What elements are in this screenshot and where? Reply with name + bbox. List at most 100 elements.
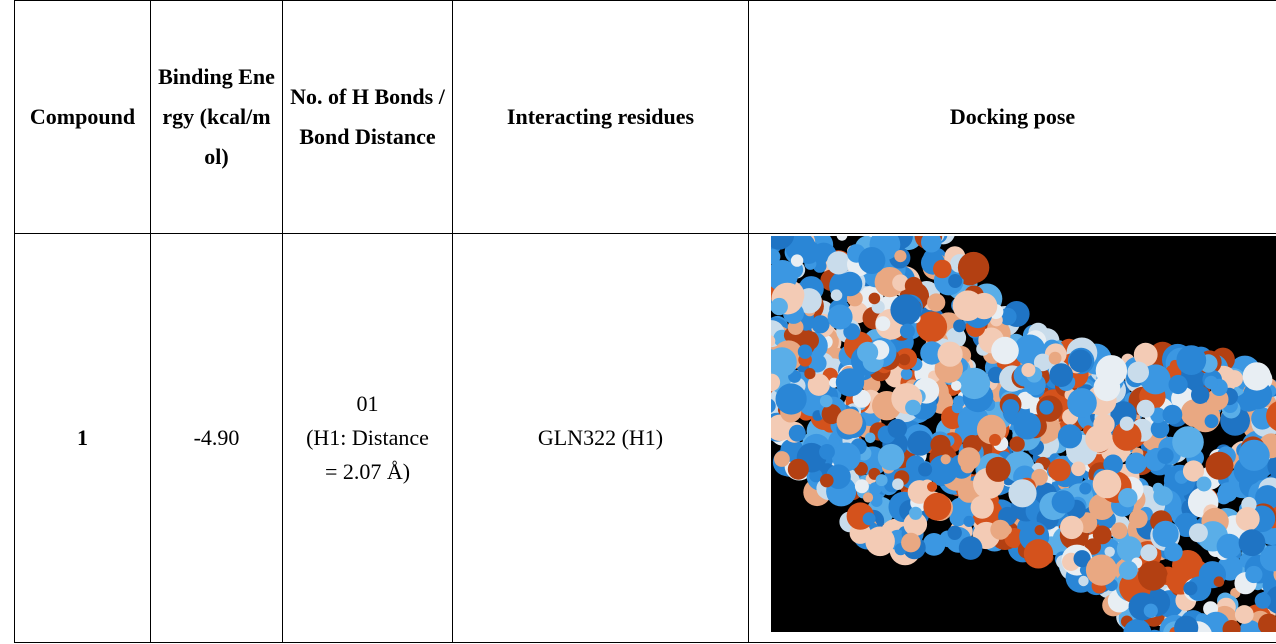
surface-blob — [1049, 363, 1073, 387]
surface-blob — [827, 251, 850, 274]
surface-blob — [1067, 388, 1097, 418]
surface-blob — [1189, 523, 1208, 542]
docking-pose-image — [771, 236, 1276, 632]
surface-blob — [1048, 459, 1071, 482]
surface-blob — [776, 383, 807, 414]
surface-blob — [789, 425, 806, 442]
surface-blob — [1217, 534, 1242, 559]
surface-blob — [804, 368, 815, 379]
surface-blob — [1111, 522, 1128, 539]
surface-blob — [1204, 376, 1217, 389]
surface-blob — [888, 419, 907, 438]
surface-blob — [941, 454, 951, 464]
surface-blob — [1086, 555, 1117, 586]
surface-blob — [863, 512, 876, 525]
hbond-cell: 01 (H1: Distance = 2.07 Å) — [283, 234, 453, 643]
surface-blob — [1085, 425, 1112, 452]
data-row: 1 -4.90 01 (H1: Distance = 2.07 Å) GLN32… — [15, 234, 1276, 643]
header-cell: Binding Energy (kcal/mol) — [151, 1, 283, 234]
surface-blob — [838, 272, 862, 296]
surface-blob — [1024, 539, 1053, 568]
surface-blob — [933, 260, 952, 279]
surface-blob — [774, 451, 790, 467]
surface-blob — [1243, 362, 1271, 390]
surface-blob — [1079, 483, 1091, 495]
surface-blob — [991, 337, 1019, 365]
surface-blob — [864, 250, 884, 270]
header-cell: Docking pose — [749, 1, 1276, 234]
surface-blob — [820, 395, 833, 408]
surface-blob — [836, 368, 864, 396]
surface-blob — [1172, 426, 1204, 458]
surface-blob — [907, 431, 932, 456]
surface-blob — [1197, 477, 1212, 492]
surface-blob — [869, 293, 881, 305]
surface-blob — [1235, 605, 1254, 624]
surface-blob — [1035, 525, 1045, 535]
surface-blob — [1183, 581, 1197, 595]
surface-blob — [927, 293, 945, 311]
surface-blob — [863, 492, 873, 502]
surface-blob — [923, 493, 951, 521]
surface-blob — [1078, 576, 1088, 586]
surface-blob — [1153, 521, 1179, 547]
surface-blob — [1039, 400, 1053, 414]
surface-blob — [1245, 566, 1262, 583]
surface-blob — [890, 294, 921, 325]
surface-blob — [876, 316, 891, 331]
energy-cell: -4.90 — [151, 234, 283, 643]
surface-blob — [892, 478, 904, 490]
surface-blob — [855, 479, 869, 493]
surface-blob — [963, 516, 974, 527]
surface-blob — [899, 354, 911, 366]
surface-blob — [989, 434, 1001, 446]
surface-blob — [1049, 352, 1062, 365]
surface-blob — [918, 463, 932, 477]
surface-blob — [791, 254, 803, 266]
surface-blob — [1226, 370, 1243, 387]
page: Compound Binding Energy (kcal/mol) No. o… — [0, 0, 1276, 644]
header-cell: Compound — [15, 1, 151, 234]
surface-blob — [1069, 350, 1092, 373]
surface-blob — [1118, 488, 1137, 507]
surface-blob — [865, 527, 895, 557]
header-row: Compound Binding Energy (kcal/mol) No. o… — [15, 1, 1276, 234]
surface-blob — [1176, 345, 1206, 375]
surface-blob — [1014, 412, 1041, 439]
surface-blob — [819, 444, 835, 460]
surface-blob — [1127, 362, 1149, 384]
surface-blob — [771, 298, 788, 315]
surface-blob — [1058, 424, 1082, 448]
surface-blob — [959, 536, 983, 560]
surface-blob — [1157, 448, 1173, 464]
hbond-distance: (H1: Distance = 2.07 Å) — [289, 421, 446, 489]
surface-blob — [986, 457, 1011, 482]
surface-blob — [1060, 516, 1083, 539]
surface-blob — [948, 274, 962, 288]
surface-blob — [1093, 470, 1122, 499]
surface-blob — [1137, 400, 1155, 418]
surface-blob — [1236, 507, 1260, 531]
surface-blob — [952, 402, 963, 413]
residues-cell: GLN322 (H1) — [453, 234, 749, 643]
surface-blob — [927, 482, 937, 492]
surface-blob — [1125, 453, 1146, 474]
surface-blob — [948, 526, 962, 540]
surface-blob — [1214, 576, 1225, 587]
surface-blob — [1218, 482, 1238, 502]
surface-blob — [894, 250, 906, 262]
surface-blob — [1153, 483, 1164, 494]
surface-blob — [1239, 529, 1266, 556]
surface-blob — [923, 533, 946, 556]
surface-blob — [1191, 386, 1209, 404]
surface-blob — [1239, 440, 1270, 471]
surface-blob — [828, 305, 853, 330]
results-table: Compound Binding Energy (kcal/mol) No. o… — [14, 0, 1276, 643]
surface-blob — [909, 507, 922, 520]
surface-blob — [1071, 462, 1086, 477]
surface-blob — [1129, 509, 1148, 528]
surface-blob — [930, 435, 950, 455]
surface-blob — [901, 533, 921, 553]
surface-blob — [958, 252, 989, 283]
surface-blob — [1002, 525, 1012, 535]
